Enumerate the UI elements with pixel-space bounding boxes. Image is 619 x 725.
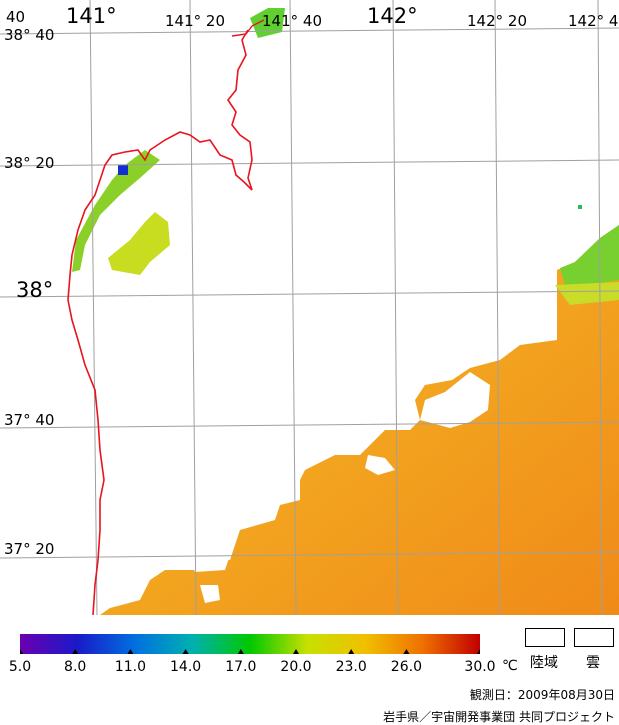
colorbar-tick-label: 30.0 xyxy=(464,659,496,675)
colorbar-tick xyxy=(403,649,410,654)
colorbar-tick-label: 5.0 xyxy=(8,659,32,675)
graticule xyxy=(0,0,619,615)
lon-label: 40 xyxy=(6,8,26,26)
colorbar-tick xyxy=(293,649,299,654)
colorbar-tick xyxy=(477,649,480,654)
colorbar-tick xyxy=(72,649,79,654)
colorbar-tick-label: 23.0 xyxy=(335,659,367,675)
lon-label: 141° 20 xyxy=(165,12,225,30)
warm-sea-region xyxy=(100,225,619,615)
colorbar-tick xyxy=(348,649,355,654)
observation-date: 観測日：2009年08月30日 xyxy=(469,688,615,702)
temperature-colorbar xyxy=(20,634,480,654)
cloud-legend-swatch xyxy=(574,628,614,647)
lat-label: 38° xyxy=(16,278,54,302)
credit-line: 岩手県／宇宙開発事業団 共同プロジェクト xyxy=(383,710,615,724)
lon-label: 142° 20 xyxy=(467,12,527,30)
colorbar-tick-label: 17.0 xyxy=(225,659,257,675)
land-legend-swatch xyxy=(525,628,565,647)
colorbar-tick-label: 20.0 xyxy=(280,659,312,675)
colorbar-tick xyxy=(127,649,134,654)
lat-label: 37° 20 xyxy=(4,540,55,558)
colorbar-tick-label: 8.0 xyxy=(64,659,87,675)
colorbar-tick xyxy=(20,649,23,654)
lat-label: 38° 40 xyxy=(4,26,55,44)
colorbar-tick-label: 26.0 xyxy=(390,659,422,675)
colorbar-unit: ℃ xyxy=(502,658,518,674)
colorbar-tick xyxy=(237,649,244,654)
colorbar-tick xyxy=(182,649,189,654)
lon-label: 142° 4 xyxy=(568,12,619,30)
lon-label: 141° 40 xyxy=(262,12,322,30)
lon-label: 141° xyxy=(66,4,117,28)
coastline xyxy=(67,29,253,615)
colorbar-tick-label: 14.0 xyxy=(170,659,202,675)
lat-label: 38° 20 xyxy=(4,154,55,172)
lat-label: 37° 40 xyxy=(4,411,55,429)
land-legend-label: 陸域 xyxy=(530,655,558,671)
lon-label: 142° xyxy=(367,4,418,28)
cloud-legend-label: 雲 xyxy=(586,655,600,671)
sea-surface-temperature-map xyxy=(0,0,619,615)
colorbar-tick-label: 11.0 xyxy=(114,659,146,675)
